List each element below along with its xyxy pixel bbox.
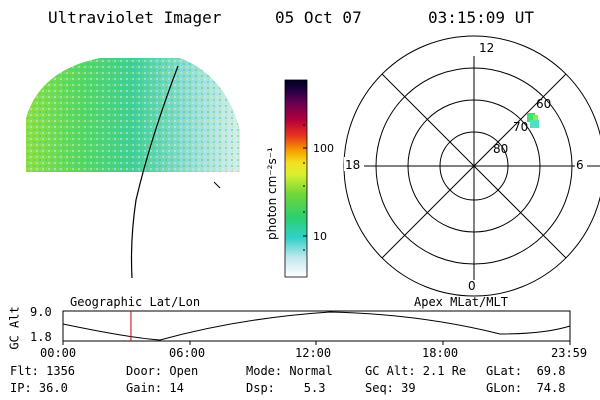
geographic-latlon-label: Geographic Lat/Lon xyxy=(70,295,201,309)
colorbar-tick-10: 10 xyxy=(313,230,327,243)
x-tick-0600: 06:00 xyxy=(169,346,206,360)
mlt-label-0: 0 xyxy=(468,279,476,293)
status-gain: Gain: 14 xyxy=(126,381,184,395)
time-label: 03:15:09 UT xyxy=(428,8,534,27)
mlt-label-18: 18 xyxy=(345,158,360,172)
lat-label-80: 80 xyxy=(493,142,508,156)
colorbar-tick-100: 100 xyxy=(313,142,334,155)
status-glon: GLon: 74.8 xyxy=(486,381,566,395)
lat-label-70: 70 xyxy=(513,120,528,134)
instrument-title: Ultraviolet Imager xyxy=(48,8,222,27)
mlt-label-12: 12 xyxy=(479,41,494,55)
colorbar-label: photon cm⁻²s⁻¹ xyxy=(265,147,279,240)
x-tick-1800: 18:00 xyxy=(422,346,459,360)
x-tick-2359: 23:59 xyxy=(551,346,588,360)
status-mode: Mode: Normal xyxy=(246,364,333,378)
orbit-x-ticks xyxy=(62,341,571,345)
terminator-line xyxy=(130,65,179,279)
gc-alt-axis-label: GC Alt xyxy=(7,306,22,350)
status-door: Door: Open xyxy=(126,364,199,378)
aurora-patch xyxy=(527,113,539,128)
status-glat: GLat: 69.8 xyxy=(486,364,566,378)
y-tick-1-8: 1.8 xyxy=(30,330,52,344)
x-tick-0000: 00:00 xyxy=(40,346,77,360)
altitude-curve xyxy=(62,311,571,341)
small-tick xyxy=(213,181,221,189)
status-flt: Flt: 1356 xyxy=(10,364,76,378)
status-ip: IP: 36.0 xyxy=(10,381,68,395)
status-seq: Seq: 39 xyxy=(365,381,416,395)
colorbar-ticks xyxy=(303,124,307,251)
apex-mlat-mlt-label: Apex MLat/MLT xyxy=(414,295,508,309)
date-label: 05 Oct 07 xyxy=(275,8,362,27)
x-tick-1200: 12:00 xyxy=(295,346,332,360)
status-dsp: Dsp: 5.3 xyxy=(246,381,326,395)
y-tick-9: 9.0 xyxy=(30,305,52,319)
orbit-panel-frame xyxy=(62,310,571,342)
lat-label-60: 60 xyxy=(536,97,551,111)
uv-image xyxy=(26,58,240,172)
colorbar xyxy=(284,79,308,278)
status-gc-alt: GC Alt: 2.1 Re xyxy=(365,364,467,378)
mlt-label-6: 6 xyxy=(576,158,584,172)
polar-grid xyxy=(343,35,600,297)
